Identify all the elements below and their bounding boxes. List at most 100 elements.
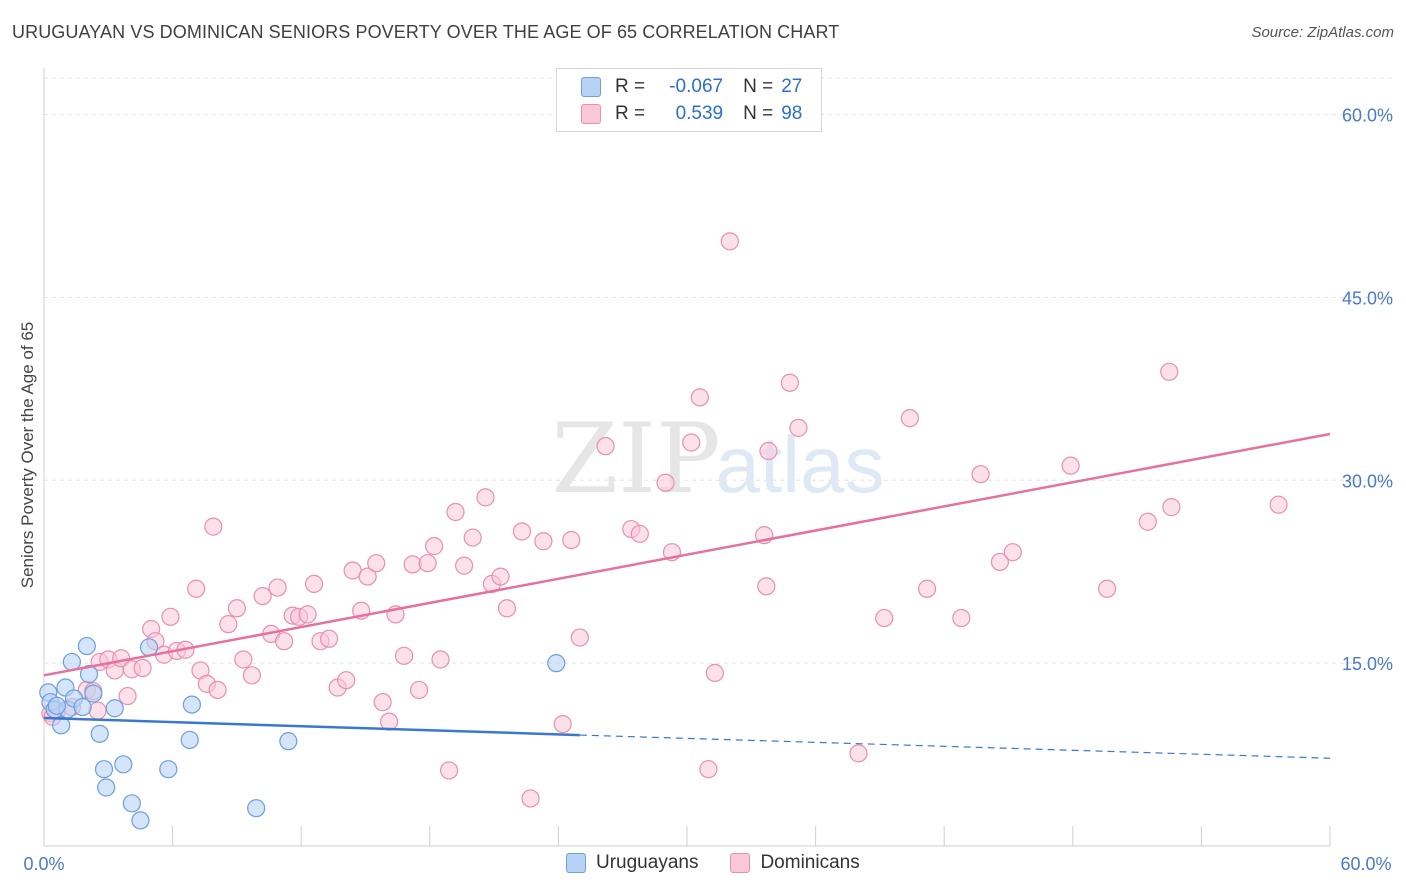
- dominicans-point: [720, 232, 739, 251]
- tick-labels: 15.0% 30.0% 45.0% 60.0% 0.0% 60.0%: [23, 106, 1393, 874]
- uruguayans-point: [47, 696, 66, 715]
- dominicans-point: [409, 680, 429, 700]
- dominicans-point: [133, 658, 152, 678]
- uruguayans-point: [131, 811, 150, 830]
- uruguayans-point: [84, 684, 103, 703]
- y-tick-label: 45.0%: [1342, 288, 1393, 308]
- dominicans-point: [463, 528, 482, 547]
- dominicans-point: [656, 473, 675, 492]
- dominicans-point: [497, 599, 517, 618]
- chart-title: URUGUAYAN VS DOMINICAN SENIORS POVERTY O…: [12, 22, 840, 42]
- legend-swatch-uruguayans: [566, 853, 586, 873]
- dominicans-point: [454, 556, 474, 575]
- watermark: ZIP atlas: [551, 403, 884, 515]
- legend-item-dominicans: Dominicans: [730, 852, 860, 874]
- dominicans-point: [118, 686, 137, 706]
- dominicans-point: [690, 388, 709, 407]
- x-tick-label: 60.0%: [1340, 854, 1391, 874]
- legend-row-uruguayans: R = -0.067 N = 27: [581, 74, 802, 100]
- dominicans-point: [337, 671, 356, 690]
- dominicans-point: [439, 761, 459, 780]
- legend-label-dominicans: Dominicans: [760, 852, 860, 873]
- legend-swatch-dominicans: [730, 853, 751, 873]
- dominicans-point: [512, 522, 532, 541]
- dominicans-point: [204, 517, 223, 536]
- dominicans-point: [304, 574, 324, 594]
- legend-n-value: 27: [781, 76, 803, 97]
- uruguayans-point: [52, 716, 71, 735]
- uruguayans-trend-line: [43, 716, 580, 737]
- dominicans-point: [780, 373, 799, 392]
- dominicans-point: [491, 567, 510, 586]
- dominicans-point: [208, 680, 227, 700]
- dominicans-point: [242, 666, 262, 685]
- gridlines: [44, 77, 1392, 664]
- uruguayans-point: [122, 794, 141, 813]
- dominicans-point: [875, 608, 894, 628]
- watermark-zip: ZIP: [551, 403, 720, 515]
- x-tick-label: 0.0%: [23, 854, 64, 874]
- dominicans-point: [1138, 512, 1157, 531]
- series-legend: Uruguayans Dominicans: [566, 852, 892, 874]
- dominicans-point: [521, 789, 540, 808]
- dominicans-point: [757, 577, 776, 596]
- dominicans-point: [705, 663, 724, 682]
- dominicans-point: [759, 441, 778, 461]
- legend-r-label: R =: [615, 103, 646, 124]
- uruguayans-point: [94, 760, 114, 779]
- uruguayans-point: [114, 755, 133, 774]
- uruguayans-point: [97, 778, 116, 797]
- dominicans-point: [227, 599, 246, 618]
- dominicans-point: [319, 629, 339, 648]
- dominicans-point: [274, 632, 294, 651]
- uruguayans-point: [180, 730, 199, 750]
- dominicans-point: [596, 437, 615, 456]
- source-label: Source: ZipAtlas.com: [1251, 24, 1394, 41]
- uruguayans-point: [73, 697, 92, 717]
- dominicans-point: [431, 650, 450, 669]
- dominicans-point: [900, 409, 920, 428]
- dominicans-points: [41, 93, 1288, 808]
- uruguayans-point: [547, 654, 566, 673]
- dominicans-point: [373, 693, 392, 712]
- dominicans-point: [952, 608, 971, 628]
- dominicans-point: [849, 744, 868, 763]
- dominicans-point: [298, 605, 317, 624]
- uruguayans-point: [279, 732, 298, 751]
- dominicans-point: [789, 418, 808, 437]
- dominicans-point: [446, 502, 465, 522]
- dominicans-point: [553, 714, 572, 734]
- dominicans-point: [534, 532, 553, 551]
- correlation-legend: R = -0.067 N = 27 R = 0.539 N = 98: [556, 68, 822, 132]
- uruguayans-trend-extension: [579, 734, 1331, 759]
- dominicans-point: [394, 646, 414, 665]
- dominicans-point: [1003, 543, 1022, 562]
- y-tick-label: 60.0%: [1342, 106, 1393, 126]
- uruguayans-points: [39, 636, 566, 830]
- uruguayans-point: [182, 695, 201, 714]
- dominicans-point: [570, 628, 589, 647]
- legend-r-value: 0.539: [675, 103, 724, 124]
- dominicans-trend-line: [43, 432, 1331, 677]
- legend-row-dominicans: R = 0.539 N = 98: [581, 101, 802, 127]
- dominicans-point: [971, 465, 990, 484]
- dominicans-point: [358, 567, 377, 586]
- legend-r-value: -0.067: [669, 76, 724, 97]
- trend-lines: [43, 432, 1331, 759]
- uruguayans-point: [77, 636, 96, 656]
- dominicans-point: [367, 554, 386, 573]
- dominicans-point: [1269, 495, 1288, 514]
- dominicans-point: [682, 433, 701, 452]
- uruguayans-point: [90, 724, 109, 743]
- dominicans-point: [268, 578, 287, 597]
- dominicans-point: [917, 579, 937, 598]
- dominicans-point: [562, 530, 581, 550]
- dominicans-point: [630, 524, 649, 544]
- y-tick-label: 30.0%: [1342, 471, 1393, 491]
- legend-swatch-uruguayans: [581, 77, 601, 97]
- y-tick-label: 15.0%: [1342, 654, 1393, 674]
- dominicans-point: [161, 607, 180, 626]
- dominicans-point: [234, 650, 253, 669]
- dominicans-point: [699, 760, 718, 779]
